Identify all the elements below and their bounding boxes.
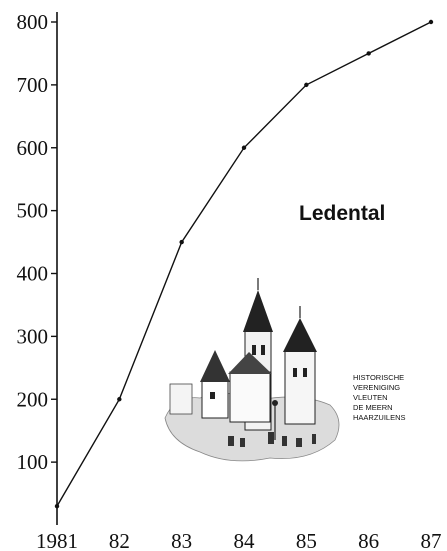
x-tick-label: 87	[421, 529, 442, 551]
chart-title: Ledental	[299, 202, 385, 225]
logo-text-line: HISTORISCHE	[353, 373, 404, 382]
y-tick-label: 600	[17, 136, 49, 160]
y-tick-label: 300	[17, 324, 49, 348]
logo-text-line: HAARZUILENS	[353, 413, 406, 422]
series-points	[54, 19, 434, 509]
logo-text-line: VLEUTEN	[353, 393, 388, 402]
y-axis-ticks: 100 200 300 400 500 600 700 800	[17, 10, 57, 474]
x-tick-label: 84	[234, 529, 256, 551]
x-tick-label: 85	[296, 529, 317, 551]
data-point	[179, 239, 184, 245]
y-tick-label: 200	[17, 387, 49, 411]
y-tick-label: 800	[17, 10, 49, 34]
data-point	[241, 145, 247, 150]
x-tick-label: 82	[109, 529, 130, 551]
logo-text-line: VERENIGING	[353, 383, 400, 392]
x-tick-label: 86	[358, 529, 379, 551]
data-point	[54, 503, 60, 509]
x-tick-label: 1981	[36, 529, 78, 551]
y-tick-label: 700	[17, 73, 49, 97]
y-tick-label: 100	[17, 450, 49, 474]
data-point	[117, 397, 122, 402]
data-point	[428, 19, 434, 25]
data-point	[304, 82, 309, 88]
y-tick-label: 400	[17, 262, 49, 286]
x-tick-label: 83	[171, 529, 192, 551]
x-axis-ticks: 1981 82 83 84 85 86 87	[36, 529, 442, 551]
y-tick-label: 500	[17, 199, 49, 223]
data-point	[366, 51, 371, 56]
logo-text-line: DE MEERN	[353, 403, 393, 412]
